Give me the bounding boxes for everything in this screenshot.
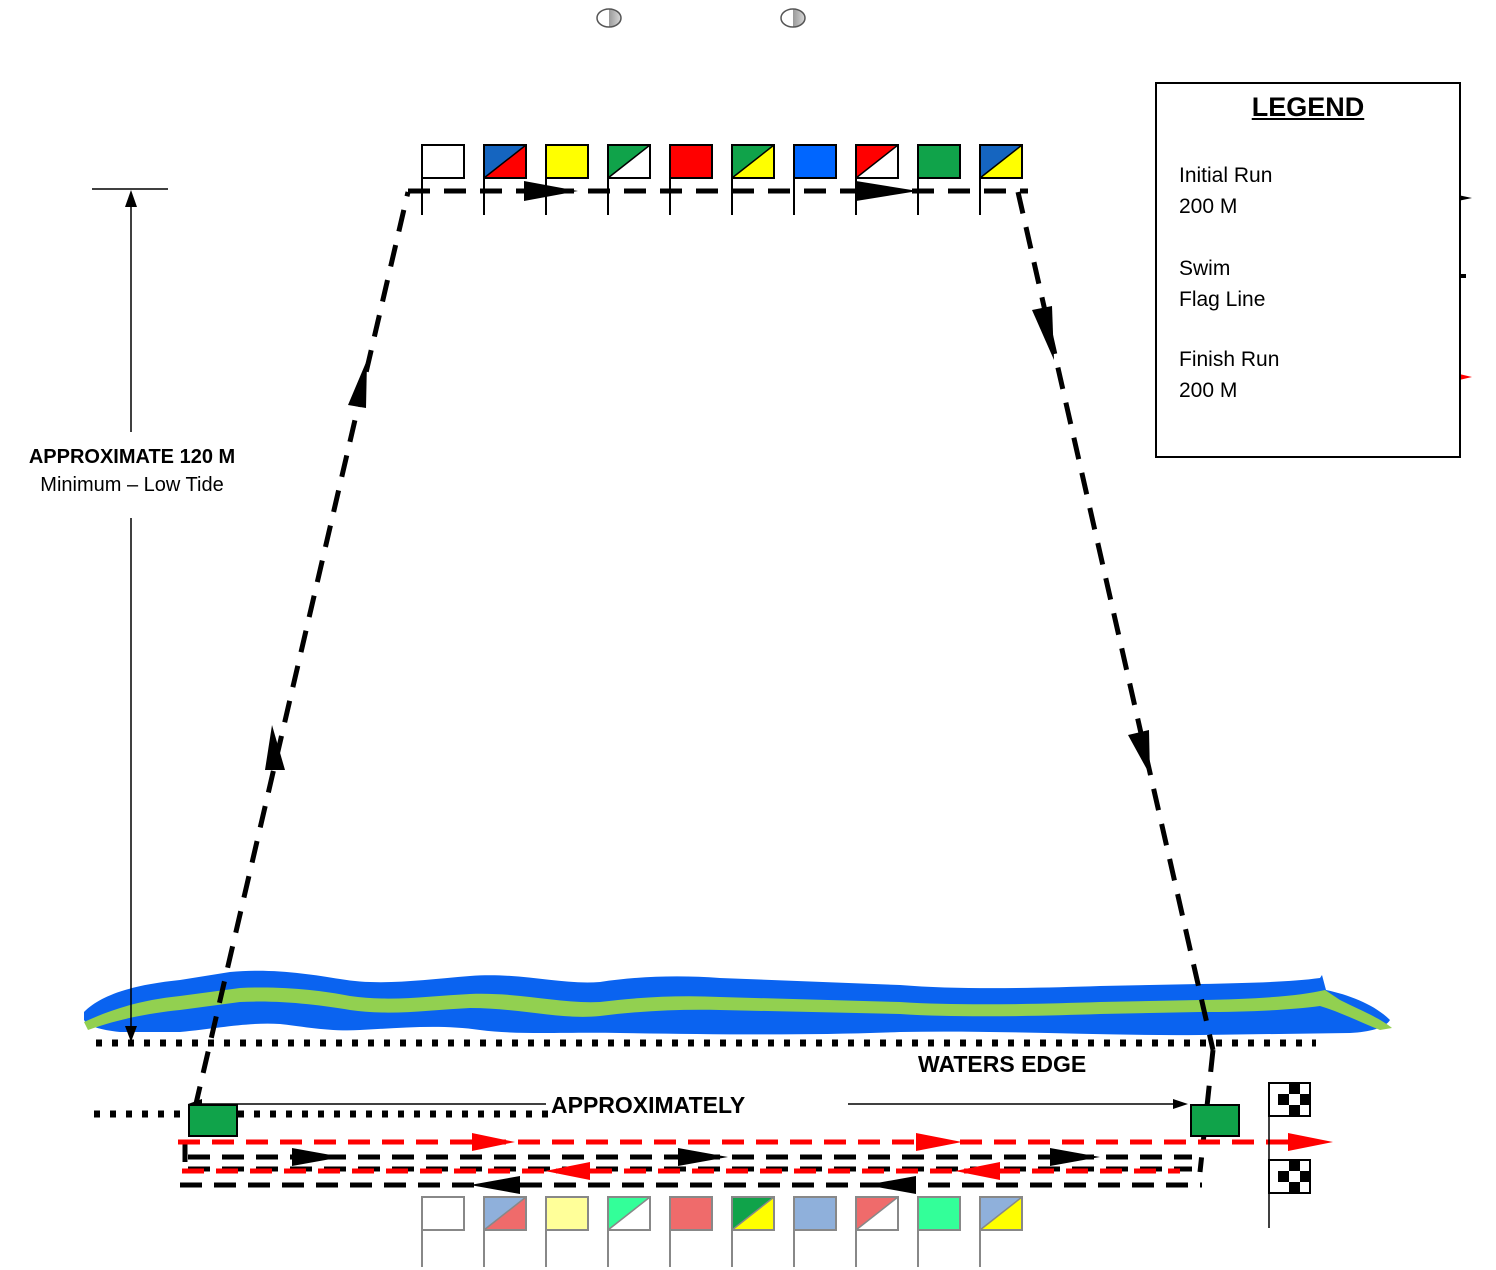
legend-label-initial-run: Initial Run 200 M bbox=[1179, 160, 1272, 222]
arrow-right-icon bbox=[916, 1133, 962, 1151]
yellow-flag-icon bbox=[545, 1196, 589, 1267]
red-white-diagonal-flag-icon bbox=[855, 1196, 899, 1267]
green-flag-icon bbox=[917, 1196, 961, 1267]
initial-run-arrows bbox=[265, 181, 1150, 775]
arrow-right-icon bbox=[1173, 1099, 1188, 1109]
arrow-right-icon bbox=[472, 1133, 515, 1151]
blue-flag-icon bbox=[793, 144, 837, 215]
red-white-diagonal-flag-icon bbox=[855, 144, 899, 215]
blue-red-diagonal-flag-icon bbox=[483, 144, 527, 215]
arrow-down-icon bbox=[125, 1026, 137, 1042]
legend: LEGEND Initial Run 200 M Swim Flag Line … bbox=[1155, 82, 1461, 458]
top-marker-icon-right bbox=[780, 8, 806, 28]
legend-label-line: 200 M bbox=[1179, 379, 1238, 402]
finish-run-arrows bbox=[472, 1133, 1333, 1180]
arrow-right-icon bbox=[856, 181, 918, 201]
height-dimension-label: APPROXIMATE 120 M bbox=[28, 446, 236, 468]
arrow-right-icon bbox=[524, 181, 578, 201]
blue-yellow-diagonal-flag-icon bbox=[979, 144, 1023, 215]
legend-label-finish-run: Finish Run 200 M bbox=[1179, 344, 1279, 406]
finish-flag-upper-icon bbox=[1268, 1082, 1311, 1160]
green-yellow-diagonal-flag-icon bbox=[731, 144, 775, 215]
red-flag-icon bbox=[669, 1196, 713, 1267]
arrow-down-icon bbox=[1128, 730, 1150, 775]
red-flag-icon bbox=[669, 144, 713, 215]
arrow-up-icon bbox=[265, 725, 285, 770]
initial-run-lane-arrows bbox=[292, 1148, 1100, 1194]
arrow-left-icon bbox=[955, 1162, 1000, 1180]
waters-edge-label: WATERS EDGE bbox=[918, 1051, 1087, 1077]
top-marker-icon-left bbox=[596, 8, 622, 28]
legend-label-line: Swim bbox=[1179, 257, 1231, 280]
height-dimension-sublabel: Minimum – Low Tide bbox=[40, 474, 224, 496]
height-dimension bbox=[92, 188, 168, 1042]
yellow-flag-icon bbox=[545, 144, 589, 215]
start-marker bbox=[188, 1104, 238, 1137]
white-flag-icon bbox=[421, 1196, 465, 1267]
swim-flag-row-top bbox=[421, 144, 1023, 215]
finish-run-lanes bbox=[178, 1139, 1290, 1174]
arrow-left-icon bbox=[470, 1176, 520, 1194]
green-flag-icon bbox=[917, 144, 961, 215]
arrow-left-icon bbox=[545, 1162, 590, 1180]
swim-flag-row-bottom bbox=[421, 1196, 1023, 1267]
arrow-down-icon bbox=[1032, 306, 1054, 360]
turn-marker bbox=[1190, 1104, 1240, 1137]
blue-red-diagonal-flag-icon bbox=[483, 1196, 527, 1267]
blue-flag-icon bbox=[793, 1196, 837, 1267]
arrow-left-icon bbox=[866, 1176, 916, 1194]
arrow-up-icon bbox=[125, 190, 137, 207]
legend-label-line: 200 M bbox=[1179, 195, 1238, 218]
legend-label-line: Finish Run bbox=[1179, 348, 1280, 371]
green-yellow-diagonal-flag-icon bbox=[731, 1196, 775, 1267]
legend-label-line: Initial Run bbox=[1179, 164, 1273, 187]
finish-flag-lower-icon bbox=[1268, 1159, 1311, 1228]
arrow-right-icon bbox=[1050, 1148, 1100, 1166]
green-white-diagonal-flag-icon bbox=[607, 1196, 651, 1267]
arrow-right-icon bbox=[292, 1148, 342, 1166]
water-band bbox=[84, 970, 1392, 1036]
arrow-right-icon bbox=[1288, 1133, 1333, 1151]
blue-yellow-diagonal-flag-icon bbox=[979, 1196, 1023, 1267]
initial-run-lanes bbox=[180, 1154, 1202, 1188]
arrow-up-icon bbox=[348, 360, 367, 408]
width-dimension-label: APPROXIMATELY bbox=[551, 1092, 746, 1118]
legend-label-swim-flag-line: Swim Flag Line bbox=[1179, 253, 1265, 315]
legend-label-line: Flag Line bbox=[1179, 288, 1266, 311]
green-white-diagonal-flag-icon bbox=[607, 144, 651, 215]
legend-title: LEGEND bbox=[1251, 92, 1365, 122]
white-flag-icon bbox=[421, 144, 465, 215]
arrow-right-icon bbox=[678, 1148, 728, 1166]
